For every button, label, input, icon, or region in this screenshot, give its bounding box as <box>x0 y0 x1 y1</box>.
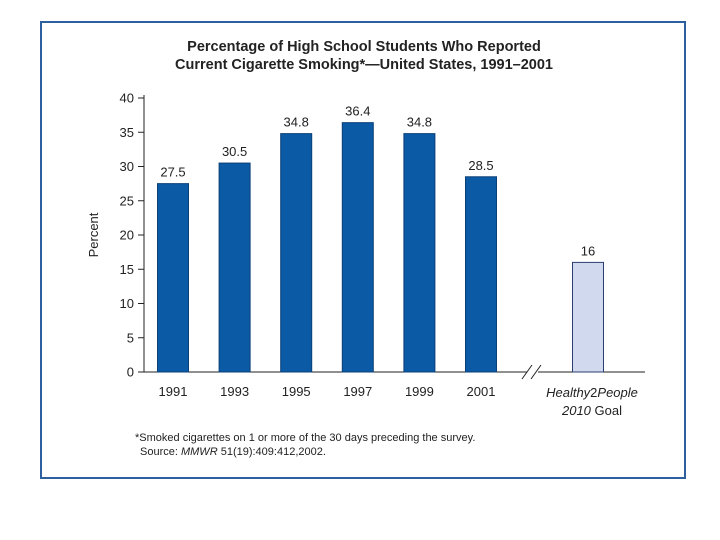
goal-value-label: 16 <box>581 243 595 258</box>
y-tick-label-30: 30 <box>120 159 134 174</box>
y-axis-label: Percent <box>86 212 101 257</box>
bar-value-label-1997: 36.4 <box>345 104 370 119</box>
goal-label-healthy: Healthy <box>546 385 592 400</box>
y-tick-label-35: 35 <box>120 125 134 140</box>
bar-value-label-1991: 27.5 <box>160 165 185 180</box>
y-tick-label-10: 10 <box>120 296 134 311</box>
x-tick-label-1997: 1997 <box>343 384 372 399</box>
axis-break-mark-1 <box>521 364 533 380</box>
x-tick-label-1991: 1991 <box>159 384 188 399</box>
value-labels-group: 27.5 30.5 34.8 36.4 34.8 28.5 <box>160 104 493 180</box>
goal-label-sep: 2 <box>590 385 597 400</box>
x-tick-label-1999: 1999 <box>405 384 434 399</box>
y-tick-label-25: 25 <box>120 193 134 208</box>
footnote: *Smoked cigarettes on 1 or more of the 3… <box>135 432 475 444</box>
goal-bar <box>572 261 604 373</box>
axis-break-mark-2 <box>530 364 542 380</box>
y-tick-label-0: 0 <box>127 365 134 380</box>
goal-label-year: 2010 <box>561 403 592 418</box>
bar-1995 <box>280 133 313 373</box>
source-prefix: Source: <box>140 446 178 458</box>
source-line: Source: MMWR 51(19):409:412,2002. <box>140 446 326 458</box>
x-tick-label-2001: 2001 <box>467 384 496 399</box>
goal-label-goal: Goal <box>595 403 623 418</box>
x-tick-labels-group: 1991 1993 1995 1997 1999 2001 <box>159 384 496 399</box>
bar-1999 <box>403 133 436 373</box>
bars-group <box>157 122 497 373</box>
bar-1997 <box>341 122 374 373</box>
source-rest: 51(19):409:412,2002. <box>221 446 326 458</box>
source-journal: MMWR <box>181 446 218 458</box>
y-tick-label-15: 15 <box>120 262 134 277</box>
bar-1993 <box>218 162 251 373</box>
bar-2001 <box>465 176 497 373</box>
x-tick-label-1995: 1995 <box>282 384 311 399</box>
chart-svg: Percentage of High School Students Who R… <box>86 39 645 458</box>
bar-value-label-2001: 28.5 <box>468 158 493 173</box>
y-tick-label-40: 40 <box>120 91 134 106</box>
goal-label-line-1: Healthy2People <box>546 385 638 400</box>
chart-frame: Percentage of High School Students Who R… <box>40 21 686 479</box>
y-tick-label-5: 5 <box>127 330 134 345</box>
bar-value-label-1993: 30.5 <box>222 144 247 159</box>
y-tick-label-20: 20 <box>120 228 134 243</box>
chart-subtitle: Current Cigarette Smoking*—United States… <box>175 57 553 73</box>
bar-1991 <box>157 183 189 373</box>
goal-label-people: People <box>597 385 637 400</box>
y-axis-ticks: 0 5 10 15 20 25 30 35 40 <box>120 91 144 380</box>
goal-label-line-2: 2010 Goal <box>561 403 622 418</box>
bar-value-label-1999: 34.8 <box>407 115 432 130</box>
x-tick-label-1993: 1993 <box>220 384 249 399</box>
chart-title: Percentage of High School Students Who R… <box>187 39 541 55</box>
bar-value-label-1995: 34.8 <box>284 115 309 130</box>
